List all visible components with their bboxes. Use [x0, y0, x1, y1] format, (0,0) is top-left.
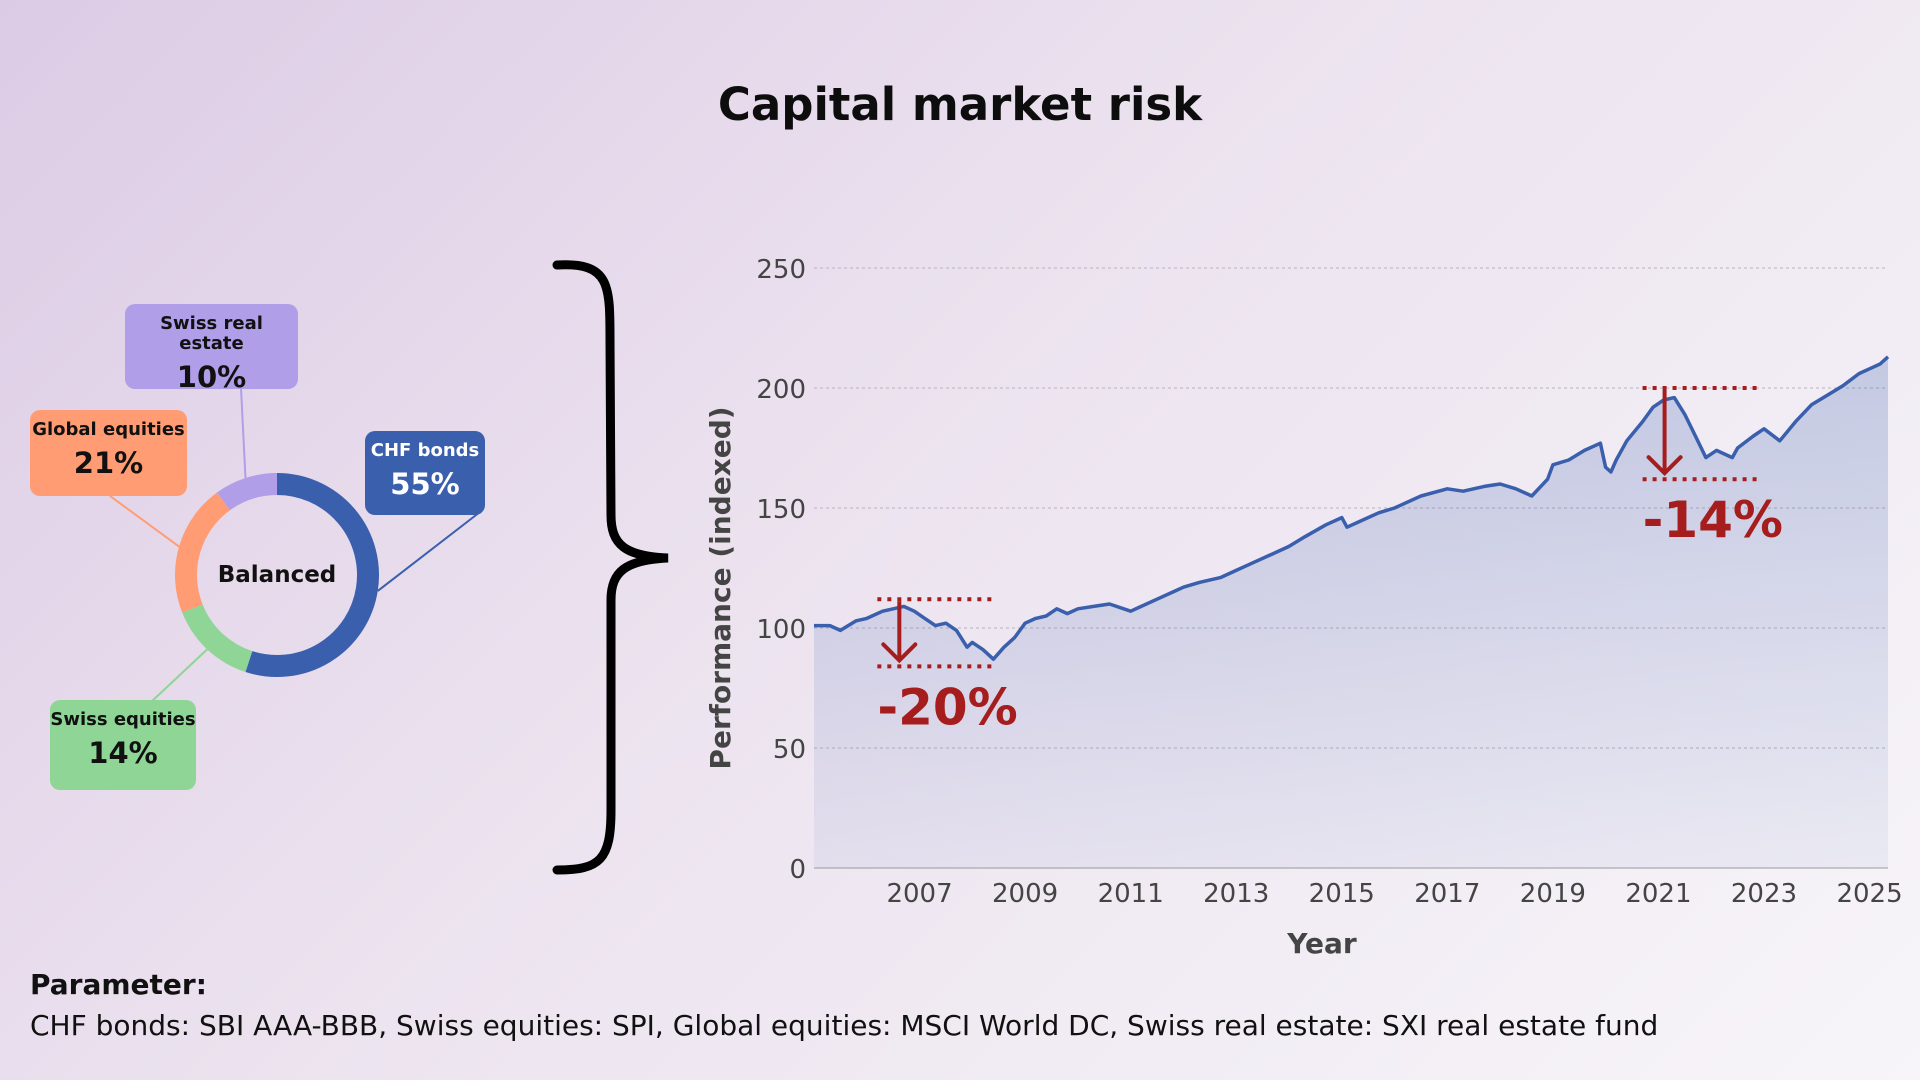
y-axis-ticks: 0 50 100 150 200 250 — [756, 255, 806, 885]
x-tick-label: 2019 — [1520, 879, 1586, 909]
page-title: Capital market risk — [717, 78, 1203, 131]
label-global-equities: Global equities 21% — [30, 410, 187, 496]
y-tick-label: 250 — [756, 255, 806, 285]
label-chf-bonds-percent: 55% — [390, 467, 460, 501]
label-chf-bonds: CHF bonds 55% — [365, 431, 485, 515]
y-tick-label: 200 — [756, 375, 806, 405]
donut-segment-swiss-equities — [182, 604, 253, 673]
y-tick-label: 0 — [789, 855, 806, 885]
performance-chart: 0 50 100 150 200 250 2007 2009 2011 2013 2015 2017… — [704, 255, 1903, 960]
label-swiss-equities-percent: 14% — [88, 736, 158, 770]
leader-line-swiss-equities — [149, 648, 208, 704]
drawdown-annotation-1: -20% — [877, 597, 1018, 736]
x-tick-label: 2007 — [886, 879, 952, 909]
x-tick-label: 2025 — [1836, 879, 1902, 909]
label-swiss-real-estate: Swiss real estate 10% — [125, 304, 298, 394]
footer-text: CHF bonds: SBI AAA-BBB, Swiss equities: … — [30, 1009, 1659, 1042]
leader-line-global-equities — [109, 495, 180, 548]
drawdown-arrowhead — [881, 642, 918, 664]
label-swiss-real-estate-name: Swiss real estate — [160, 313, 263, 354]
label-global-equities-percent: 21% — [73, 446, 144, 480]
label-chf-bonds-name: CHF bonds — [370, 440, 480, 461]
leader-line-swiss-real-estate — [240, 387, 247, 479]
label-swiss-real-estate-percent: 10% — [176, 360, 247, 394]
drawdown-label: -14% — [1643, 491, 1783, 549]
x-axis-ticks: 2007 2009 2011 2013 2015 2017 2019 2021 2023 2025 — [886, 879, 1902, 909]
drawdown-label: -20% — [877, 678, 1017, 736]
donut-segment-swiss-real-estate — [217, 473, 278, 511]
footer-heading: Parameter: — [30, 968, 207, 1001]
y-tick-label: 150 — [756, 495, 806, 525]
parameter-footer: Parameter: CHF bonds: SBI AAA-BBB, Swiss… — [30, 968, 1658, 1042]
x-tick-label: 2017 — [1414, 879, 1480, 909]
drawdown-annotation-2: -14% — [1642, 386, 1783, 549]
label-swiss-equities: Swiss equities 14% — [50, 700, 196, 790]
donut-segment-global-equities — [175, 492, 231, 613]
donut-segments — [175, 473, 379, 677]
performance-line — [814, 355, 1890, 661]
x-tick-label: 2015 — [1309, 879, 1375, 909]
allocation-donut: Balanced — [109, 387, 481, 704]
drawdown-annotations: -20% -14% — [877, 386, 1783, 736]
donut-segment-chf-bonds — [245, 473, 379, 677]
donut-leader-lines — [109, 387, 481, 704]
y-tick-label: 50 — [773, 735, 806, 765]
x-tick-label: 2009 — [992, 879, 1058, 909]
curly-brace — [552, 260, 669, 875]
x-tick-label: 2021 — [1625, 879, 1691, 909]
y-tick-label: 100 — [756, 615, 806, 645]
x-tick-label: 2013 — [1203, 879, 1269, 909]
label-global-equities-name: Global equities — [32, 419, 185, 440]
leader-line-chf-bonds — [377, 511, 481, 592]
performance-area — [814, 356, 1888, 868]
label-swiss-equities-name: Swiss equities — [50, 709, 196, 730]
x-tick-label: 2023 — [1731, 879, 1797, 909]
donut-center-label: Balanced — [218, 562, 337, 588]
x-axis-title: Year — [1286, 927, 1357, 960]
y-axis-title: Performance (indexed) — [704, 406, 737, 769]
drawdown-arrowhead — [1646, 455, 1683, 477]
x-tick-label: 2011 — [1098, 879, 1164, 909]
